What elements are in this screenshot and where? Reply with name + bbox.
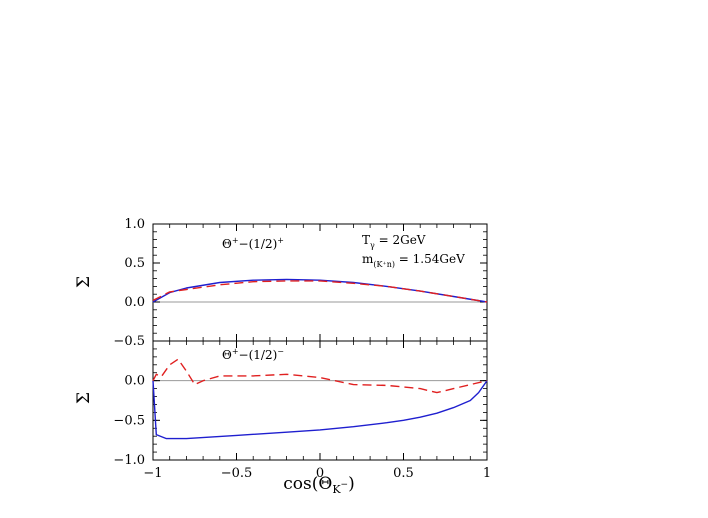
bottom-series-solid-line [152, 380, 488, 440]
x-tick-label: 0.5 [393, 466, 414, 481]
top-panel-frame [152, 223, 488, 342]
x-axis-title: cos(ΘK−) [283, 474, 354, 496]
top-series-dashed-line [152, 280, 488, 303]
bottom-y-tick-label: 0.0 [124, 374, 145, 389]
bottom-panel-frame [152, 340, 488, 461]
top-y-tick-label: 1.0 [124, 217, 145, 232]
top-y-tick-label: −0.5 [113, 334, 145, 349]
photon-energy-label: Tγ = 2GeV [362, 233, 426, 250]
top-panel-annotation: Θ+−(1/2)+ [222, 236, 284, 251]
top-y-tick-label: 0.0 [124, 295, 145, 310]
bottom-y-tick-label: −0.5 [113, 413, 145, 428]
bottom-y-axis-title: Σ [74, 392, 94, 404]
top-y-tick-label: 0.5 [124, 256, 145, 271]
x-tick-label: −1 [143, 466, 162, 481]
bottom-y-tick-label: −1.0 [113, 453, 145, 468]
x-tick-label: −0.5 [221, 466, 253, 481]
bottom-series-dashed-line [152, 358, 488, 394]
x-tick-label: 0 [316, 466, 324, 481]
x-tick-label: 1 [483, 466, 491, 481]
top-series-solid-line [152, 278, 488, 303]
bottom-panel-annotation: Θ+−(1/2)− [222, 347, 284, 362]
top-y-axis-title: Σ [74, 276, 94, 288]
mass-label: m(K⁺n) = 1.54GeV [362, 252, 465, 269]
